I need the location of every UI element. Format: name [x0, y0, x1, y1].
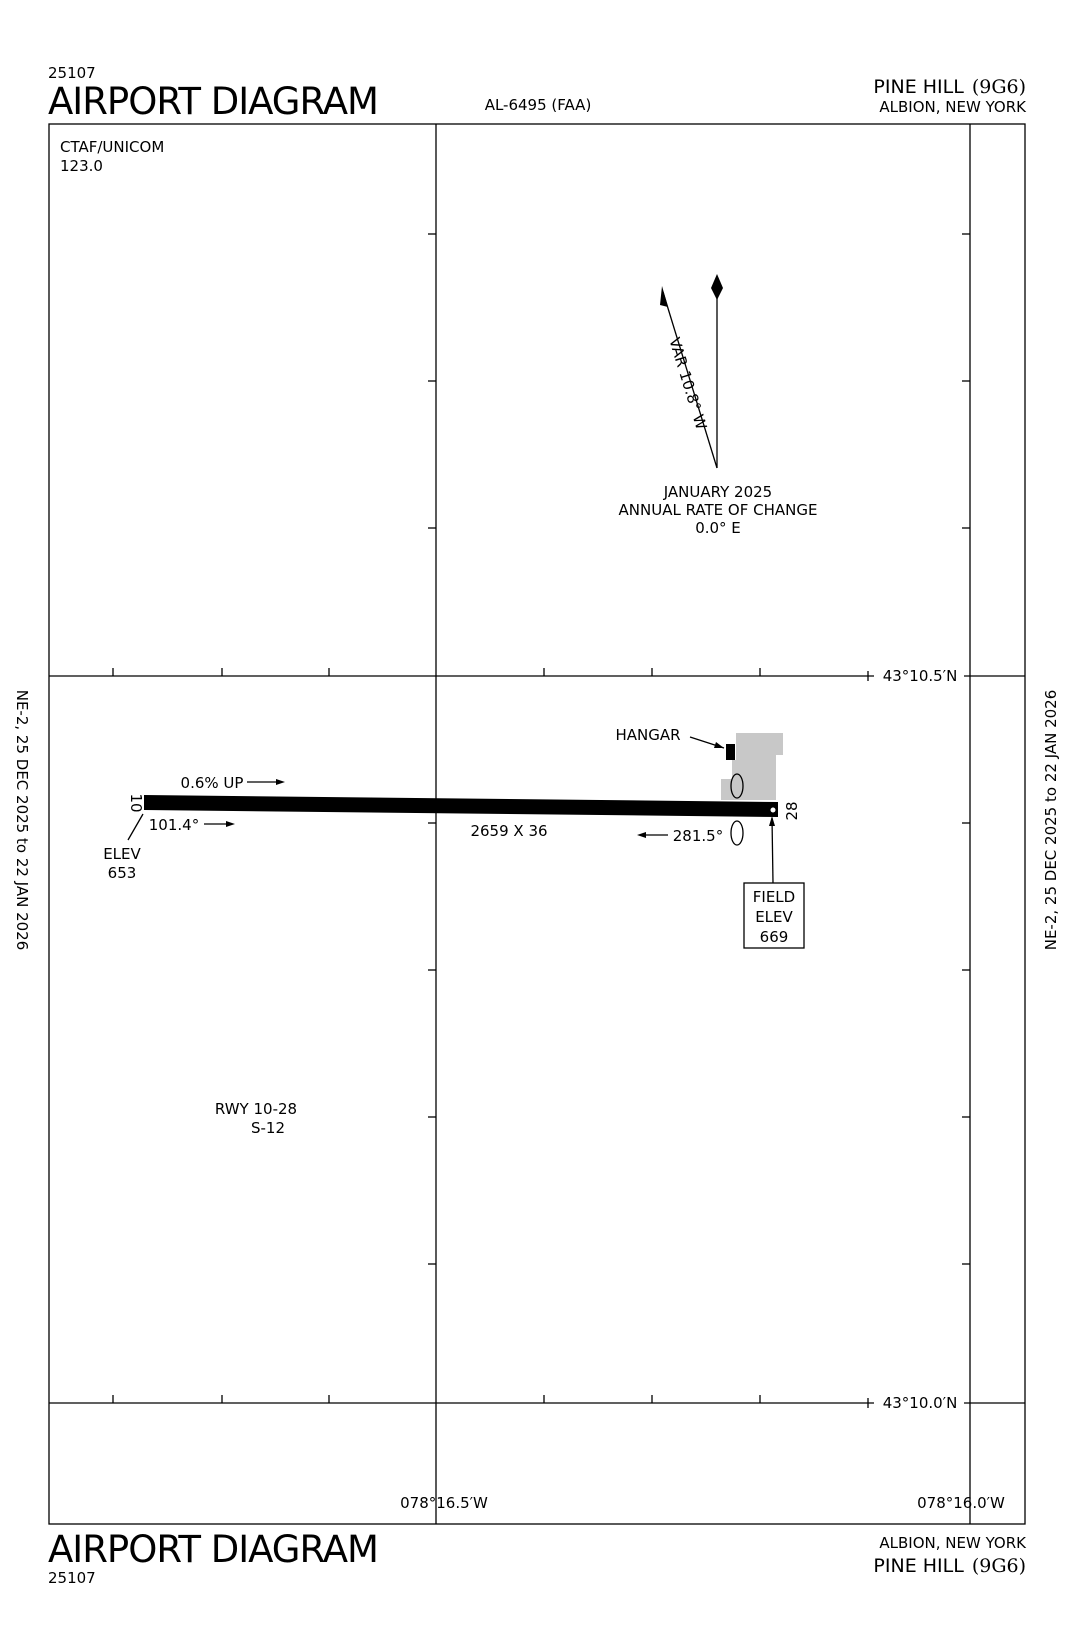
- runway: [144, 795, 778, 817]
- ticks: [112, 233, 970, 1403]
- chart-title: AIRPORT DIAGRAM: [48, 80, 378, 123]
- arrow-head: [637, 832, 646, 838]
- rate-label: ANNUAL RATE OF CHANGE: [619, 501, 818, 519]
- elev-value: 653: [108, 864, 137, 882]
- runway-strength: S-12: [251, 1119, 285, 1137]
- latitude-label: 43°10.0′N: [883, 1394, 958, 1412]
- longitude-label: 078°16.5′W: [400, 1494, 488, 1512]
- leader-arrow: [769, 816, 775, 826]
- runway-dimensions: 2659 X 36: [470, 822, 547, 840]
- footer-chart-number: 25107: [48, 1569, 96, 1587]
- rate-value: 0.0° E: [695, 519, 741, 537]
- heading: 281.5°: [673, 827, 723, 845]
- side-note: NE-2, 25 DEC 2025 to 22 JAN 2026: [13, 690, 31, 951]
- wind-indicator: [730, 773, 744, 799]
- true-north-arrow: [711, 274, 723, 300]
- footer-airport: PINE HILL (9G6): [873, 1555, 1026, 1577]
- frame: [48, 123, 1026, 1525]
- magnetic-north-arrow: [660, 286, 668, 307]
- airport-id: (9G6): [972, 76, 1026, 98]
- airport-name: PINE HILL: [873, 76, 964, 98]
- leader-line: [771, 817, 774, 884]
- chart-number: 25107: [48, 64, 96, 82]
- location: ALBION, NEW YORK: [879, 98, 1027, 116]
- ctaf-label: CTAF/UNICOM: [60, 138, 164, 156]
- runway-end-light: [770, 807, 776, 813]
- magnetic-north-line: [662, 291, 718, 469]
- field-elev-label: FIELD: [753, 888, 795, 906]
- variation-date: JANUARY 2025: [663, 483, 772, 501]
- procedure-id: AL-6495 (FAA): [485, 96, 592, 114]
- field-elev-value: 669: [760, 928, 789, 946]
- label-bg: [874, 666, 964, 686]
- hangar-building: [726, 744, 735, 760]
- hangar-label: HANGAR: [615, 726, 680, 744]
- field-elev-label: ELEV: [755, 908, 793, 926]
- airport-name: PINE HILL: [873, 1555, 964, 1577]
- variation: VAR 10.8° W: [665, 335, 710, 432]
- leader-line: [127, 813, 144, 841]
- airport-header: PINE HILL (9G6): [873, 76, 1026, 98]
- gradient: 0.6% UP: [181, 774, 244, 792]
- longitude-label: 078°16.0′W: [917, 1494, 1005, 1512]
- side-note: NE-2, 25 DEC 2025 to 22 JAN 2026: [1042, 690, 1060, 951]
- ctaf-frequency: 123.0: [60, 157, 103, 175]
- arrow-head: [276, 779, 285, 785]
- runway-end: 10: [127, 793, 145, 812]
- arrow-head: [226, 821, 235, 827]
- footer-location: ALBION, NEW YORK: [879, 1534, 1027, 1552]
- airport-id: (9G6): [972, 1555, 1026, 1577]
- leader-arrow: [714, 742, 724, 748]
- apron-building: [721, 733, 783, 800]
- runway-end: 28: [783, 801, 801, 820]
- latitude-label: 43°10.5′N: [883, 667, 958, 685]
- field-elev-box: [743, 882, 805, 949]
- wind-indicator: [730, 820, 744, 846]
- label-bg: [874, 1393, 964, 1413]
- footer-title: AIRPORT DIAGRAM: [48, 1528, 378, 1571]
- elev-label: ELEV: [103, 845, 141, 863]
- heading: 101.4°: [149, 816, 199, 834]
- runway-designation: RWY 10-28: [215, 1100, 297, 1118]
